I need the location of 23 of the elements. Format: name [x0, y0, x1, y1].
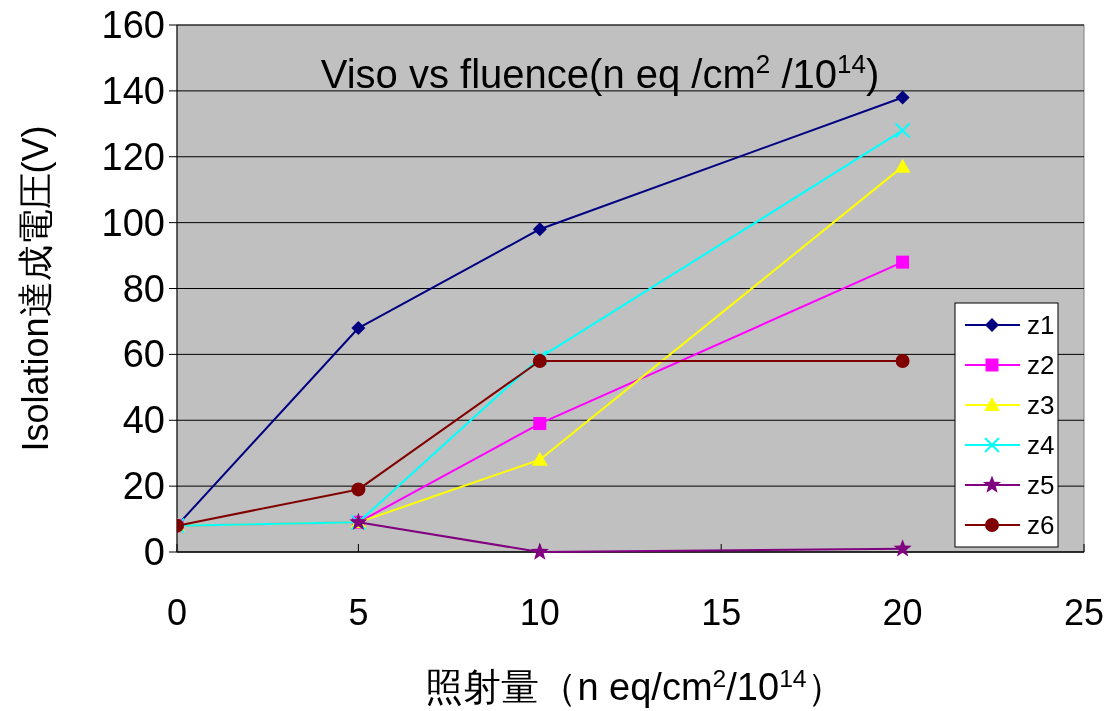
y-tick-label: 160: [101, 4, 165, 46]
legend-label: z3: [1027, 390, 1055, 420]
legend-label: z2: [1027, 350, 1055, 380]
y-tick-label: 100: [101, 201, 165, 244]
y-tick-label: 20: [122, 465, 165, 508]
x-tick-label: 10: [519, 592, 560, 633]
legend-label: z6: [1027, 510, 1055, 540]
legend-label: z4: [1027, 430, 1055, 460]
y-tick-label: 140: [101, 69, 165, 112]
legend-label: z1: [1027, 310, 1055, 340]
y-tick-label: 120: [101, 135, 165, 178]
x-tick-label: 25: [1063, 592, 1105, 633]
text: Viso vs fluence(n eq /cm$^{2}$ /10$^{14}$): [320, 49, 880, 96]
y-tick-label: 60: [122, 333, 165, 376]
y-tick-label: 0: [143, 531, 165, 573]
x-axis-title: 照射量（n eq/cm$^{2}$/10$^{14}$）: [425, 664, 845, 708]
y-tick-label: 80: [122, 267, 165, 310]
y-tick-label: 40: [122, 399, 165, 442]
x-tick-label: 15: [701, 592, 742, 633]
x-tick-label: 5: [348, 592, 369, 633]
y-axis-title: Isolation達成電圧(V): [15, 125, 56, 452]
x-tick-label: 20: [882, 592, 923, 633]
legend-label: z5: [1027, 470, 1055, 500]
